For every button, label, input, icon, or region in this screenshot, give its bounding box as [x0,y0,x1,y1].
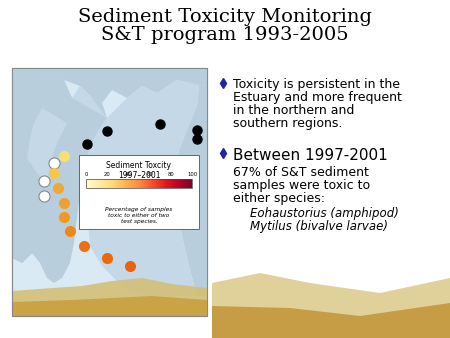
Text: 60: 60 [146,172,153,177]
Polygon shape [12,278,207,316]
Text: 67% of S&T sediment: 67% of S&T sediment [233,166,369,179]
Text: Toxicity is persistent in the: Toxicity is persistent in the [233,78,400,91]
Polygon shape [212,273,450,338]
Text: Mytilus (bivalve larvae): Mytilus (bivalve larvae) [250,220,388,233]
Text: 40: 40 [125,172,132,177]
Polygon shape [12,296,207,316]
Polygon shape [72,80,199,296]
Text: Sediment Toxicity Monitoring: Sediment Toxicity Monitoring [78,8,372,26]
FancyBboxPatch shape [12,68,207,316]
Text: Eohaustorius (amphipod): Eohaustorius (amphipod) [250,207,399,220]
Polygon shape [172,80,207,296]
Text: in the northern and: in the northern and [233,104,355,117]
Polygon shape [12,68,207,103]
Text: 100: 100 [187,172,197,177]
Text: 80: 80 [167,172,174,177]
Polygon shape [27,108,67,183]
Text: southern regions.: southern regions. [233,117,342,130]
FancyBboxPatch shape [79,155,199,229]
Text: samples were toxic to: samples were toxic to [233,179,370,192]
Text: Sediment Toxcity
1997–2001: Sediment Toxcity 1997–2001 [107,161,171,180]
Text: S&T program 1993-2005: S&T program 1993-2005 [101,26,349,44]
Polygon shape [12,76,107,283]
Polygon shape [212,303,450,338]
Text: 0: 0 [84,172,88,177]
Text: 20: 20 [104,172,111,177]
Text: Estuary and more frequent: Estuary and more frequent [233,91,402,104]
Text: either species:: either species: [233,192,325,205]
Text: Between 1997-2001: Between 1997-2001 [233,148,388,163]
Text: Percentage of samples
toxic to either of two
test species.: Percentage of samples toxic to either of… [105,208,173,224]
Polygon shape [12,76,72,263]
